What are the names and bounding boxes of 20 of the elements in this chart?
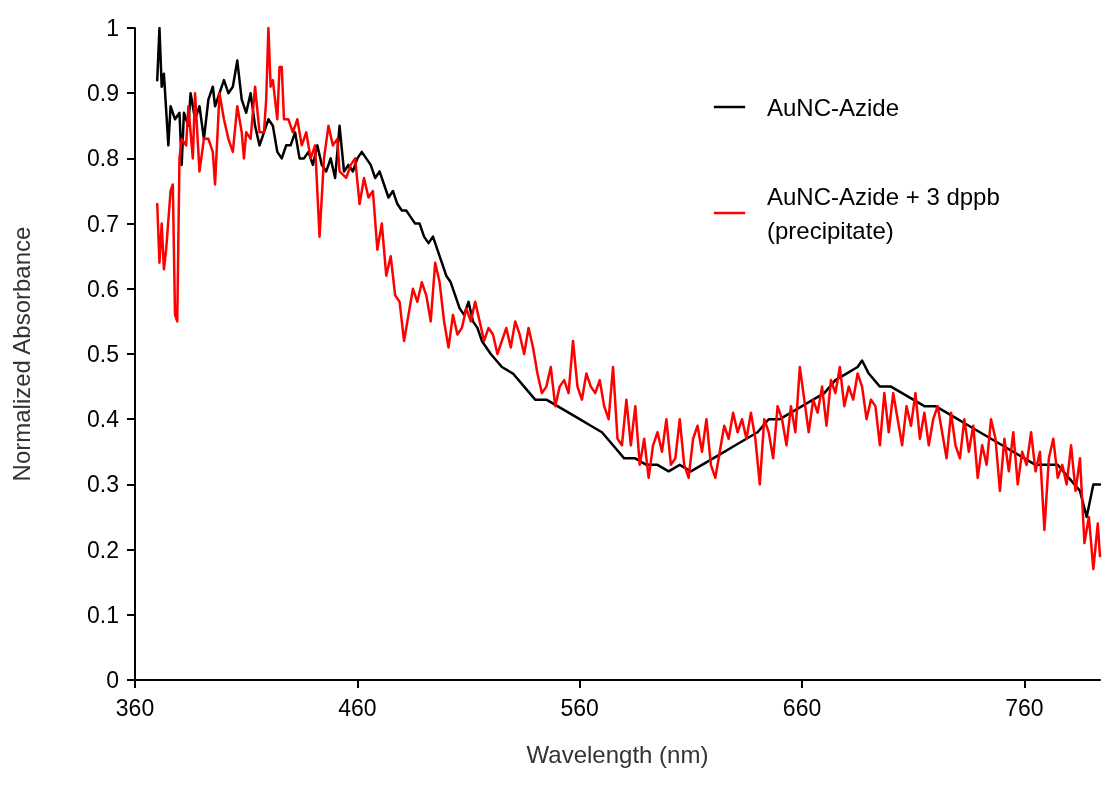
y-tick-label: 0.9 (87, 80, 119, 107)
x-tick-label: 560 (560, 694, 599, 721)
x-tick-label: 360 (115, 694, 155, 721)
x-tick-label: 460 (338, 694, 377, 721)
x-axis-title: Wavelength (nm) (526, 740, 709, 768)
y-tick-label: 0.1 (87, 601, 119, 628)
y-tick-label: 1 (106, 15, 119, 41)
y-axis-title: Normalized Absorbance (7, 226, 35, 482)
x-tick-label: 760 (1005, 694, 1044, 721)
y-tick-label: 0.4 (87, 406, 120, 433)
y-tick-label: 0.5 (87, 341, 119, 367)
y-tick-label: 0.3 (87, 471, 119, 498)
y-tick-label: 0 (106, 667, 119, 693)
y-tick-label: 0.7 (87, 210, 119, 237)
y-tick-label: 0.8 (87, 145, 119, 172)
legend-label: AuNC-Azide (767, 93, 900, 121)
y-tick-label: 0.2 (87, 536, 119, 563)
x-tick-label: 660 (782, 694, 822, 721)
legend-label: AuNC-Azide + 3 dppb (precipitate) (767, 182, 1007, 244)
y-tick-label: 0.6 (87, 275, 119, 302)
